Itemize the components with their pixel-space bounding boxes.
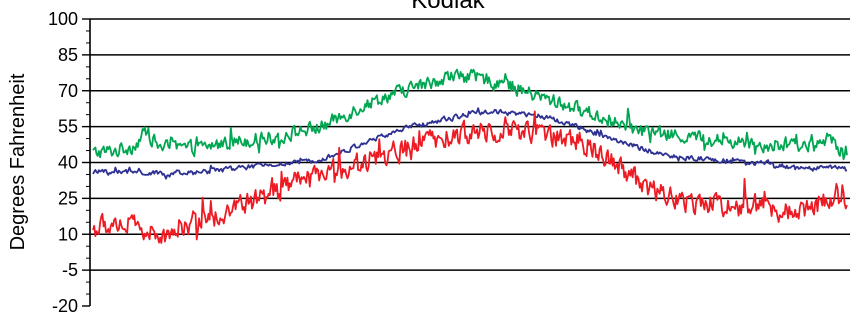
y-tick-label: -5: [62, 260, 78, 280]
y-tick-label: 25: [58, 188, 78, 208]
y-axis: -20 -5 10 25 40 55 70 85 100: [48, 9, 91, 316]
chart-title: Kodiak: [411, 0, 485, 14]
gridlines: [90, 18, 850, 271]
y-tick-label: 10: [58, 224, 78, 244]
y-tick-label: -20: [52, 296, 78, 316]
y-tick-label: 55: [58, 117, 78, 137]
series-lines: [92, 68, 848, 244]
y-tick-label: 85: [58, 45, 78, 65]
series-line-2: [92, 107, 848, 180]
y-tick-label: 70: [58, 81, 78, 101]
y-axis-label: Degrees Fahrenheit: [7, 73, 29, 250]
y-tick-label: 40: [58, 153, 78, 173]
y-tick-label: 100: [48, 9, 78, 29]
series-line-3: [92, 110, 848, 244]
series-line-1: [92, 68, 848, 161]
